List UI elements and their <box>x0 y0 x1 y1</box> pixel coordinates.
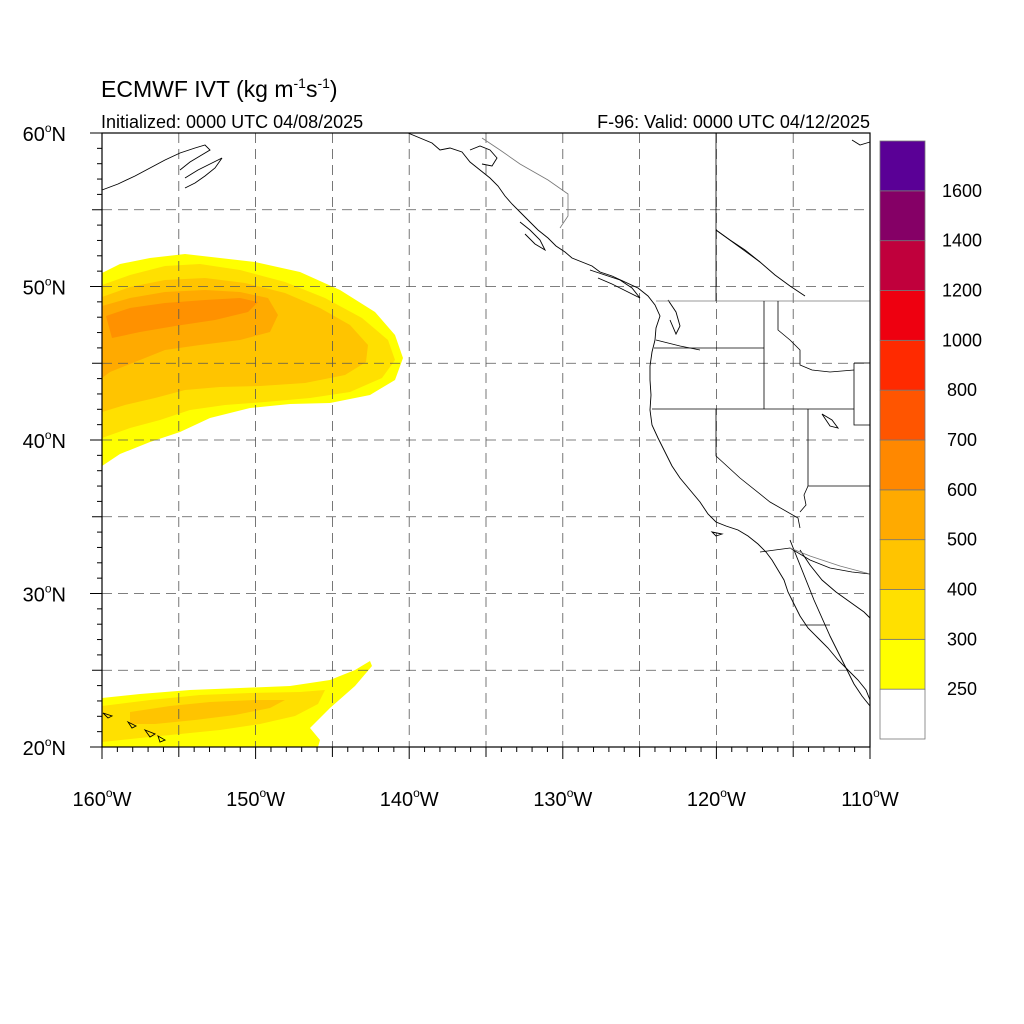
lon-tick-label: 140oW <box>380 786 439 811</box>
colorbar-swatch <box>879 638 926 690</box>
colorbar-label: 300 <box>947 629 977 649</box>
colorbar-swatch <box>879 439 926 491</box>
lon-tick-label: 110oW <box>841 786 899 811</box>
colorbar-label: 1000 <box>942 330 982 350</box>
lat-tick-label: 30oN <box>23 582 66 607</box>
ivt-plume-north-600 <box>106 298 258 338</box>
colorbar-swatch <box>879 190 926 242</box>
political-borders <box>481 133 871 626</box>
colorbar-label: 600 <box>947 480 977 500</box>
ivt-shading <box>102 254 403 747</box>
lat-tick-label: 20oN <box>23 735 66 760</box>
colorbar-label: 700 <box>947 430 977 450</box>
colorbar-label: 1600 <box>942 181 982 201</box>
colorbar-swatch <box>879 589 926 640</box>
valid-label: F-96: Valid: 0000 UTC 04/12/2025 <box>597 112 870 132</box>
colorbar-label: 400 <box>947 580 977 600</box>
colorbar-swatch <box>879 688 926 740</box>
colorbar-label: 250 <box>947 679 977 699</box>
lat-tick-label: 40oN <box>23 428 66 453</box>
colorbar-swatch <box>879 489 926 541</box>
lat-tick-label: 60oN <box>23 121 66 146</box>
initialized-label: Initialized: 0000 UTC 04/08/2025 <box>101 112 363 132</box>
colorbar-swatch <box>879 539 926 590</box>
chart-title: ECMWF IVT (kg m-1s-1) <box>101 75 338 102</box>
lon-tick-label: 130oW <box>533 786 592 811</box>
colorbar-swatch <box>879 240 926 291</box>
colorbar-swatch <box>879 140 926 192</box>
lat-tick-labels: 60oN 50oN 40oN 30oN 20oN <box>23 121 66 760</box>
lon-tick-label: 150oW <box>226 786 285 811</box>
lon-tick-label: 160oW <box>73 786 132 811</box>
gridlines <box>102 133 870 747</box>
coastlines <box>101 132 871 743</box>
colorbar-label: 1400 <box>942 231 982 251</box>
lon-tick-label: 120oW <box>687 786 746 811</box>
colorbar-swatch <box>879 389 926 441</box>
colorbar-label: 500 <box>947 530 977 550</box>
lon-tick-labels: 160oW 150oW 140oW 130oW 120oW 110oW <box>73 786 899 811</box>
colorbar-label: 800 <box>947 380 977 400</box>
lat-tick-label: 50oN <box>23 275 66 300</box>
colorbar: 250 300 400 500 600 700 800 1000 1200 1400 1600 <box>879 140 982 740</box>
colorbar-label: 1200 <box>942 281 982 301</box>
colorbar-swatch <box>879 290 926 341</box>
axis-ticks <box>90 132 871 759</box>
ivt-plume-south-400 <box>130 700 285 724</box>
map-panel <box>90 132 871 759</box>
colorbar-swatch <box>879 339 926 391</box>
